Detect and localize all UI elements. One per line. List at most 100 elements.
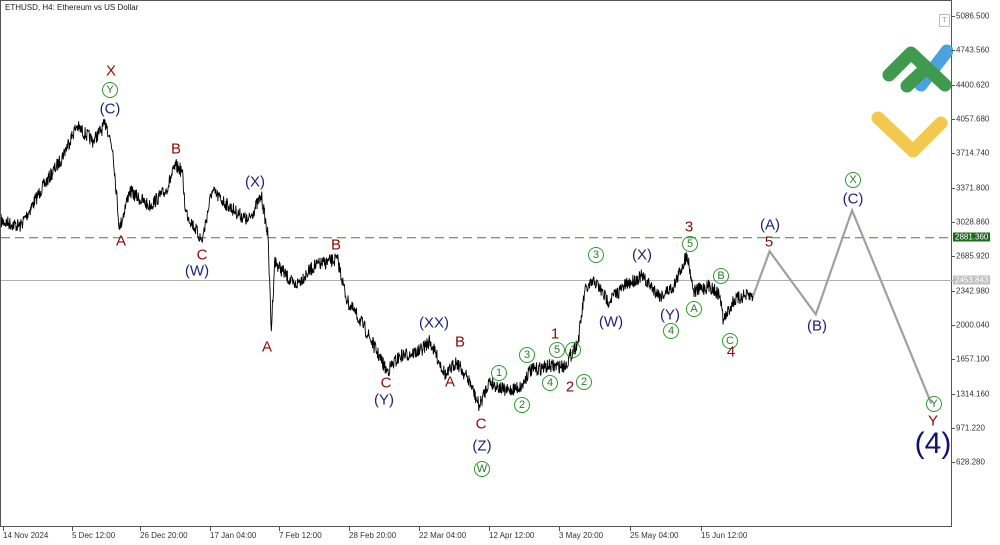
current-price-label: 2453.843 [953,275,991,285]
y-tick-mark [951,393,955,395]
resistance-price-label: 2881.360 [953,232,991,242]
y-tick-label: 5086.500 [956,11,990,21]
y-tick-mark [951,16,955,17]
wave-label: (B) [807,317,827,335]
wave-label: 3 [684,218,694,236]
chart-plot-area[interactable]: ETHUSD, H4: Ethereum vs US Dollar T X Y (C… [0,0,953,527]
y-tick-mark [951,153,955,155]
wave-label: (X) [632,246,652,264]
wave-label: X [845,172,861,188]
price-series-line [1,118,754,412]
x-tick-label: 12 Apr 12:00 [489,531,535,540]
y-tick-label: 4057.680 [956,114,990,124]
wave-label: (Z) [472,437,492,455]
wave-label: (W) [184,262,210,280]
wave-label: 2 [514,397,530,413]
wave-label: B [170,140,182,158]
wave-label: 5 [549,342,565,358]
y-tick-mark [951,256,955,258]
wave-label: 5 [764,233,774,251]
y-tick-label: 1657.100 [956,354,990,364]
y-tick-label: 3371.800 [956,183,990,193]
wave-label: 3 [519,347,535,363]
y-tick-mark [951,427,955,429]
y-tick-label: 971.220 [956,423,985,433]
x-tick-mark [701,527,702,531]
wave-label: (Y) [660,306,680,324]
wave-label: (Y) [374,391,394,409]
wave-label: Y [927,412,939,430]
wave-label: (W) [598,313,624,331]
wave-label: 5 [682,236,698,252]
wave-label: (A) [760,216,780,234]
y-tick-mark [951,462,955,464]
x-tick-mark [630,527,631,531]
x-tick-mark [559,527,560,531]
y-tick-label: 628.280 [956,457,985,467]
t-box-icon[interactable]: T [939,14,950,27]
y-tick-mark [951,187,955,189]
y-tick-mark [951,50,955,52]
wave-label: 1 [550,325,560,343]
wave-label: A [115,232,127,250]
x-tick-label: 5 Dec 12:00 [72,531,116,540]
y-tick-mark [951,359,955,361]
price-chart [1,118,953,412]
wave-label: 4 [542,375,558,391]
wave-label: (C) [99,100,121,118]
wave-label: 4 [726,343,736,361]
x-tick-label: 28 Feb 20:00 [349,531,397,540]
y-tick-mark [951,324,955,326]
x-tick-mark [349,527,350,531]
wave-label: C [380,374,392,392]
x-tick-mark [489,527,490,531]
x-tick-label: 7 Feb 12:00 [279,531,322,540]
forecast-path-line [752,207,933,404]
y-tick-mark [951,221,955,223]
wave-label: W [474,461,490,477]
wave-label: B [454,333,466,351]
x-tick-mark [279,527,280,531]
wave-label: (4) [914,427,952,460]
x-tick-label: 3 May 20:00 [559,531,604,540]
wave-label: (XX) [419,314,449,332]
wave-label: C [196,246,208,264]
wave-label: X [105,62,117,80]
wave-label: Y [102,82,118,98]
y-tick-label: 4743.560 [956,45,990,55]
y-tick-label: 4400.620 [956,80,990,90]
y-tick-label: 2000.040 [956,320,990,330]
x-tick-mark [140,527,141,531]
y-tick-label: 2342.980 [956,286,990,296]
chart-title: ETHUSD, H4: Ethereum vs US Dollar [5,3,139,12]
y-tick-label: 3028.860 [956,217,990,227]
wave-label: C [722,333,738,349]
wave-label: (X) [245,173,265,191]
x-tick-mark [419,527,420,531]
x-tick-label: 22 Mar 04:00 [419,531,467,540]
x-tick-mark [210,527,211,531]
x-tick-label: 17 Jan 04:00 [210,531,257,540]
y-tick-label: 1314.160 [956,389,990,399]
x-tick-mark [3,527,4,531]
wave-label: 1 [565,342,581,358]
y-tick-label: 2685.920 [956,251,990,261]
wave-label: 2 [576,374,592,390]
x-tick-label: 14 Nov 2024 [3,531,49,540]
x-tick-label: 26 Dec 20:00 [140,531,188,540]
y-tick-mark [951,290,955,292]
wave-label: A [444,373,456,391]
wave-label: A [686,301,702,317]
wave-label: (C) [842,190,864,208]
y-tick-label: 3714.740 [956,148,990,158]
x-tick-label: 15 Jun 12:00 [701,531,748,540]
x-tick-mark [72,527,73,531]
wave-label: B [330,236,342,254]
wave-label: 2 [565,378,575,396]
wave-label: 4 [663,323,679,339]
wave-label: Y [926,396,942,412]
wave-label: 1 [491,365,507,381]
wave-label: B [713,268,729,284]
wave-label: A [261,338,273,356]
y-tick-mark [951,84,955,86]
